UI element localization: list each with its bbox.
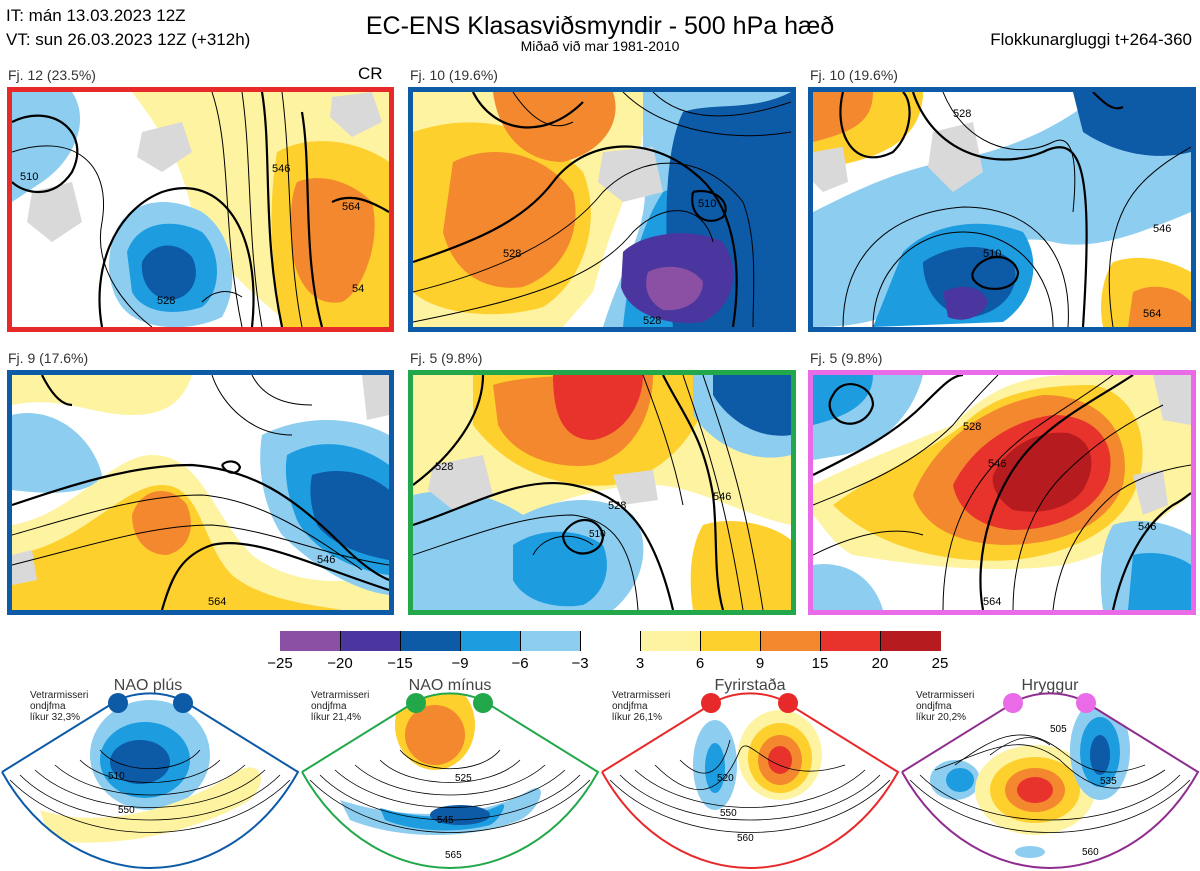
regime-map-nao-plus: 510 550 [0, 690, 300, 870]
cluster-map-4: 546 564 [7, 370, 394, 615]
cluster-map-6: 546 528 546 564 [808, 370, 1196, 615]
contour-label: 54 [352, 283, 364, 295]
colorbar-segment [460, 631, 521, 651]
colorbar-tick-label: 6 [695, 655, 705, 672]
cluster-map-5: 528 528 510 546 [408, 370, 796, 615]
contour-label: 546 [713, 491, 731, 503]
colorbar-tick-label: 20 [871, 655, 889, 672]
contour-label: 528 [643, 315, 661, 327]
regime-4-note: Vetrarmisseri ondjfma líkur 20,2% [916, 690, 975, 723]
colorbar-segment [760, 631, 821, 651]
cluster-map-2: 510 528 528 [408, 87, 796, 332]
panel-6-label: Fj. 5 (9.8%) [810, 350, 883, 366]
init-time: IT: mán 13.03.2023 12Z [6, 6, 186, 25]
contour-label: 550 [118, 805, 135, 816]
colorbar-tick-label: −25 [267, 655, 293, 672]
colorbar-tick-label: −20 [327, 655, 353, 672]
regime-1-note: Vetrarmisseri ondjfma líkur 32,3% [30, 690, 89, 723]
panel-3-label: Fj. 10 (19.6%) [810, 67, 898, 83]
panel-4-label: Fj. 9 (17.6%) [8, 350, 89, 366]
regime-3-note: Vetrarmisseri ondjfma líkur 26,1% [612, 690, 671, 723]
cluster-map-3: 528 510 546 564 [808, 87, 1196, 332]
regime-3-title: Fyrirstaða [714, 677, 786, 694]
contour-label: 546 [317, 554, 335, 566]
contour-label: 510 [698, 198, 716, 210]
colorbar-tick-label: 15 [811, 655, 829, 672]
contour-label: 546 [1138, 521, 1156, 533]
contour-label: 528 [963, 421, 981, 433]
contour-label: 520 [717, 773, 734, 784]
contour-label: 528 [503, 248, 521, 260]
colorbar-tick-label: 9 [755, 655, 765, 672]
regime-map-blocking: 520 550 560 [600, 690, 900, 870]
panel-5-label: Fj. 5 (9.8%) [410, 350, 483, 366]
colorbar-segment [820, 631, 881, 651]
contour-label: 560 [737, 833, 754, 844]
colorbar-tick-label: 25 [931, 655, 949, 672]
regime-2-note: Vetrarmisseri ondjfma líkur 21,4% [311, 690, 370, 723]
contour-label: 510 [589, 529, 606, 540]
contour-label: 545 [437, 815, 454, 826]
colorbar-tick-label: −3 [571, 655, 589, 672]
contour-label: 564 [342, 201, 360, 213]
regime-map-nao-minus: 525 545 565 [300, 690, 600, 870]
regime-4-title: Hryggur [1021, 677, 1079, 694]
panel-2-label: Fj. 10 (19.6%) [410, 67, 498, 83]
colorbar-tick-label: 3 [635, 655, 645, 672]
colorbar-segment [580, 631, 641, 651]
regime-1-title: NAO plús [113, 677, 183, 694]
contour-label: 528 [953, 108, 971, 120]
contour-label: 546 [1153, 223, 1171, 235]
contour-label: 546 [272, 163, 290, 175]
contour-label: 528 [608, 500, 626, 512]
contour-label: 510 [983, 248, 1001, 260]
page-subtitle: Miðað við mar 1981-2010 [520, 38, 680, 54]
cluster-map-1: 528 510 546 564 54 [7, 87, 394, 332]
contour-label: 564 [208, 596, 226, 608]
colorbar-segment [640, 631, 701, 651]
contour-label: 565 [445, 850, 462, 861]
contour-label: 525 [455, 773, 472, 784]
regime-map-ridge: 505 535 560 [900, 690, 1200, 870]
colorbar-segment [700, 631, 761, 651]
classification-window: Flokkunargluggi t+264-360 [990, 30, 1192, 49]
contour-label: 564 [983, 596, 1001, 608]
colorbar-segment [340, 631, 401, 651]
contour-label: 505 [1050, 724, 1067, 735]
colorbar-segment [400, 631, 461, 651]
panel-1-label: Fj. 12 (23.5%) [8, 67, 96, 83]
colorbar-segment [280, 631, 341, 651]
contour-label: 510 [20, 171, 38, 183]
page-title: EC-ENS Klasasviðsmyndir - 500 hPa hæð [365, 12, 835, 40]
contour-label: 510 [108, 771, 125, 782]
panel-1-tag: CR [358, 64, 383, 83]
colorbar-tick-label: −15 [387, 655, 413, 672]
valid-time: VT: sun 26.03.2023 12Z (+312h) [6, 30, 251, 49]
contour-label: 550 [720, 808, 737, 819]
contour-label: 546 [988, 458, 1006, 470]
contour-label: 528 [435, 461, 453, 473]
colorbar-segment [520, 631, 581, 651]
colorbar-segment [880, 631, 941, 651]
colorbar-tick-label: −6 [511, 655, 529, 672]
contour-label: 528 [157, 295, 175, 307]
contour-label: 564 [1143, 308, 1161, 320]
contour-label: 560 [1082, 847, 1099, 858]
colorbar-tick-label: −9 [451, 655, 469, 672]
regime-2-title: NAO mínus [408, 677, 492, 694]
contour-label: 535 [1100, 776, 1117, 787]
